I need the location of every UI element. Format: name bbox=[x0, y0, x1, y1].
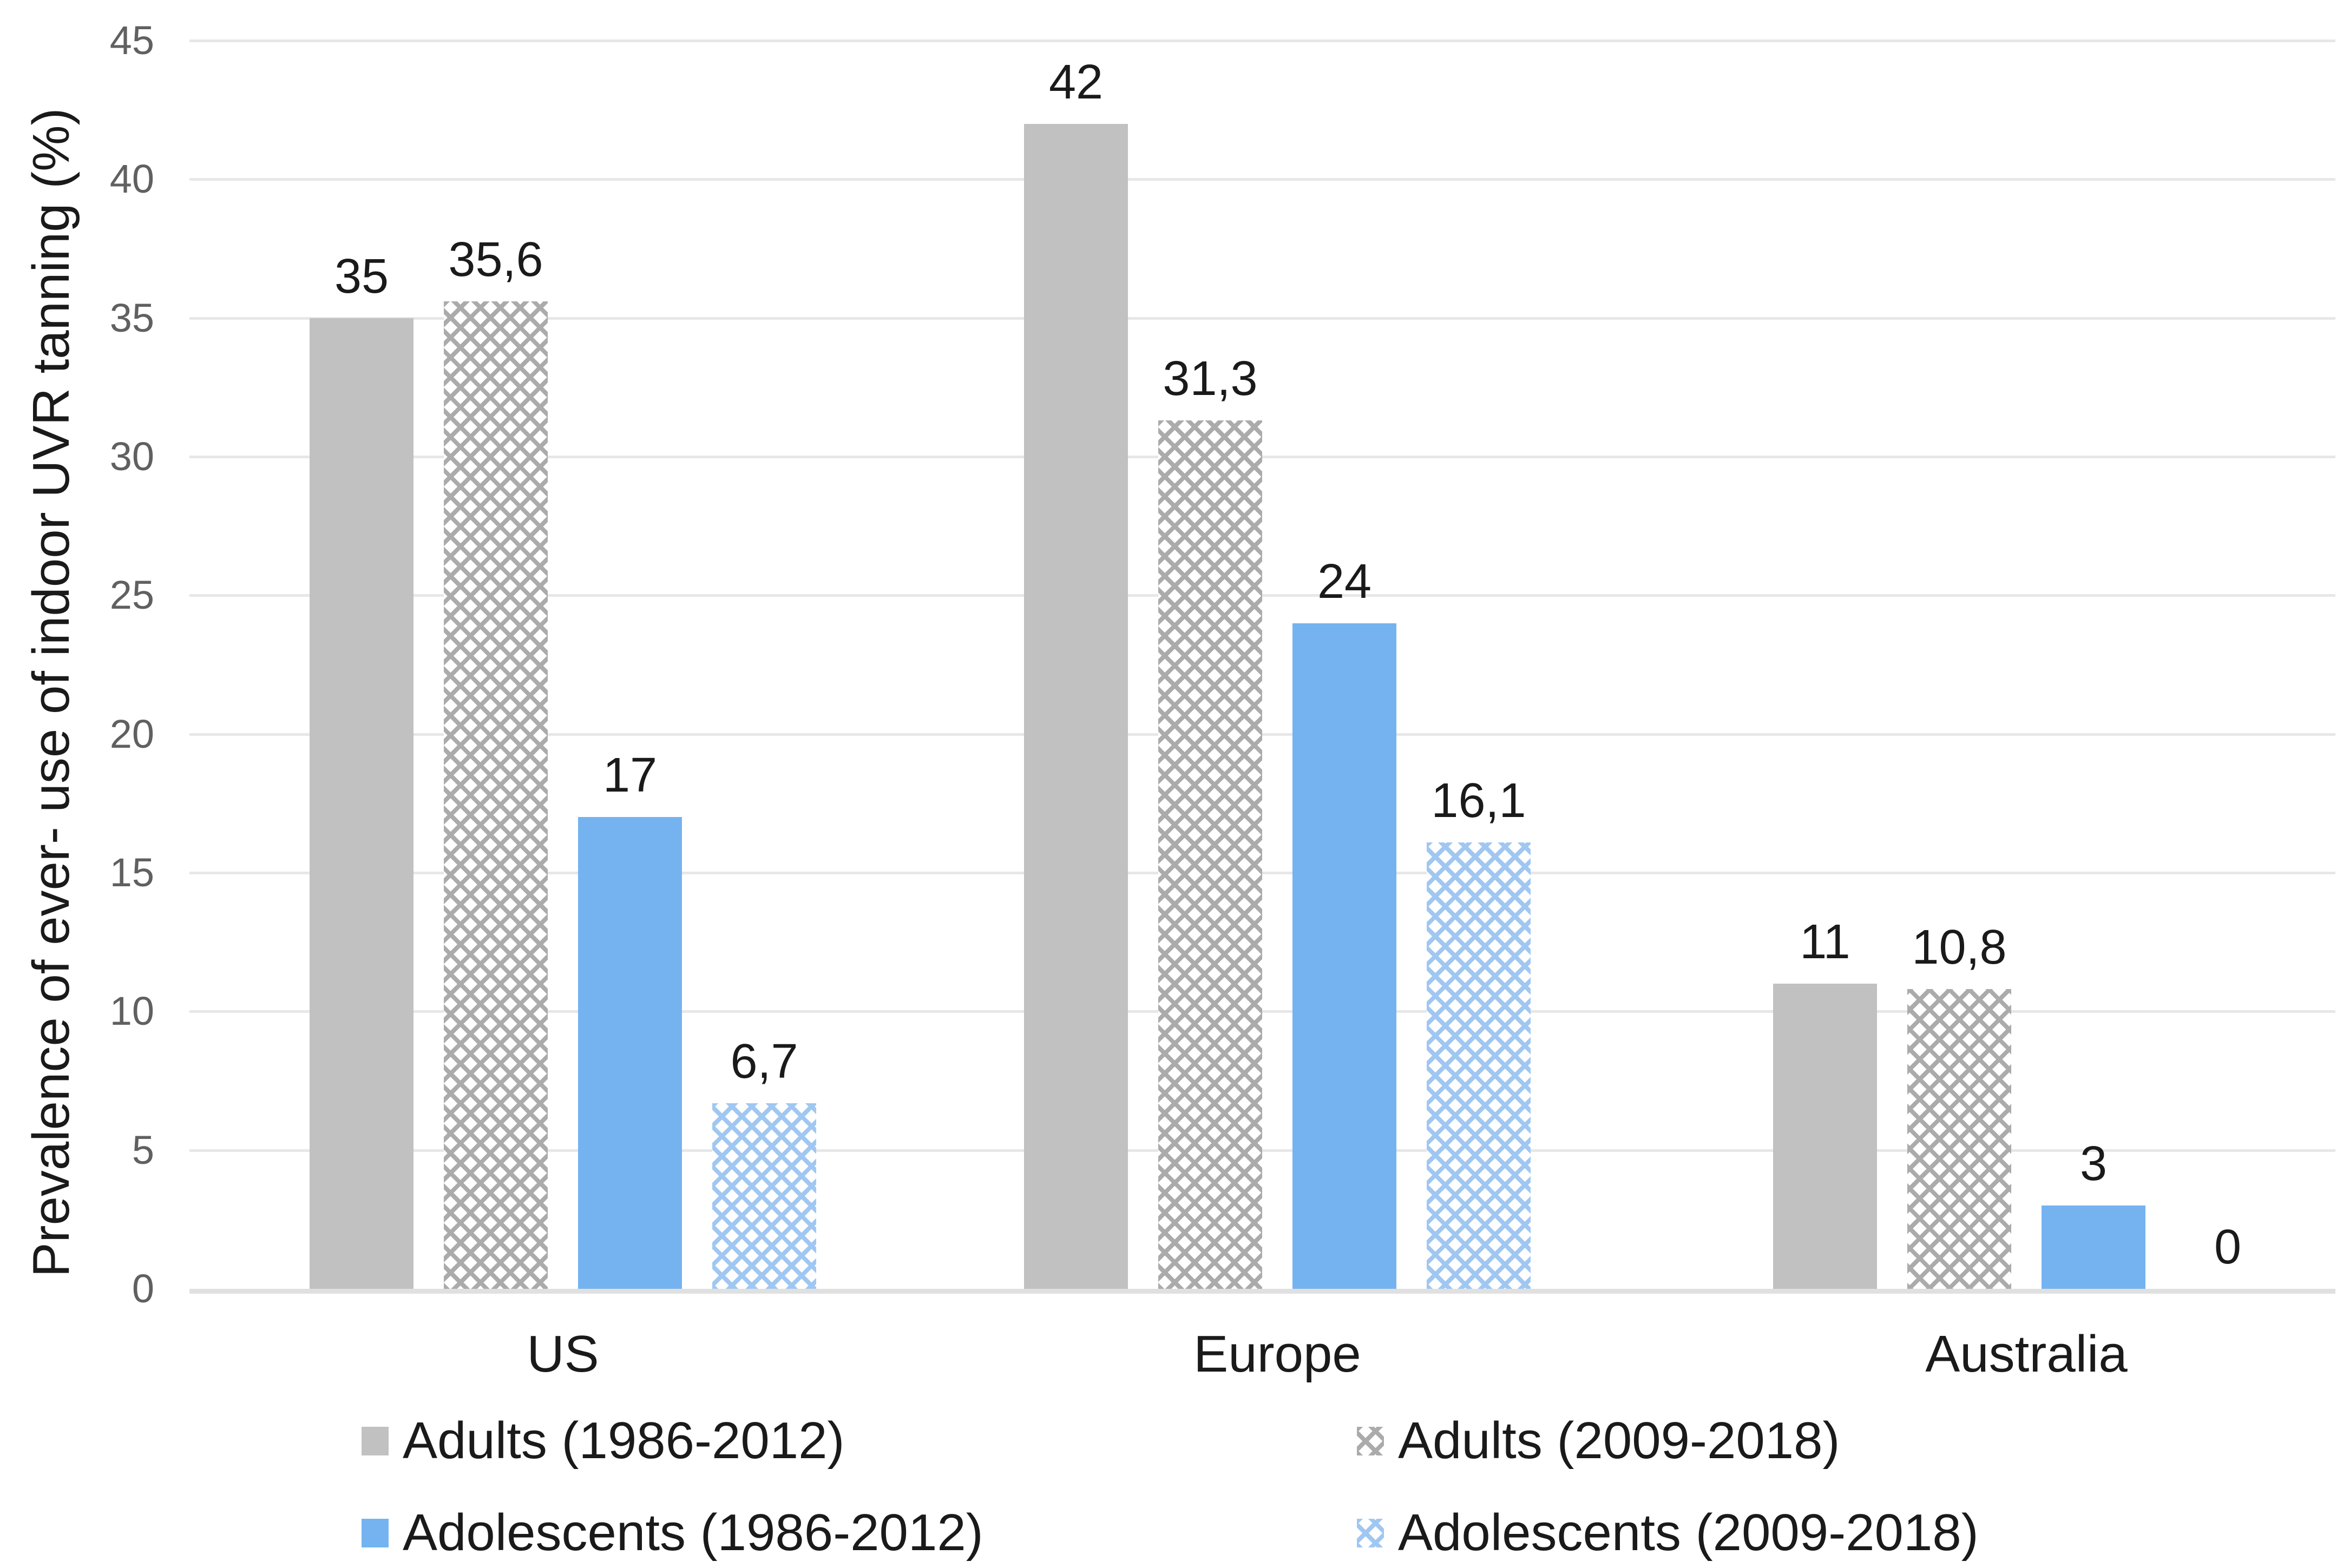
bar-group-Europe: 42 31,3 24 16,1 bbox=[1018, 41, 1537, 1289]
gridline-10 bbox=[189, 1010, 2335, 1013]
x-category-label-Europe: Europe bbox=[1193, 1325, 1361, 1383]
y-tick-label-25: 25 bbox=[109, 572, 154, 618]
bar-US-series-0 bbox=[310, 318, 414, 1289]
bar-value-label: 17 bbox=[602, 748, 658, 803]
bar-cell: 0 bbox=[2176, 41, 2280, 1289]
bar-Australia-series-1 bbox=[1907, 989, 2011, 1289]
bar-cell: 35 bbox=[310, 41, 414, 1289]
legend-swatch-solid-gray-icon bbox=[362, 1426, 389, 1455]
y-tick-label-30: 30 bbox=[109, 434, 154, 479]
legend-label: Adolescents (2009-2018) bbox=[1398, 1504, 1979, 1562]
legend-item-adolescents-2009-2018: Adolescents (2009-2018) bbox=[1357, 1503, 1979, 1563]
legend-swatch-pattern-gray-icon bbox=[1357, 1426, 1384, 1455]
bar-cell: 10,8 bbox=[1907, 41, 2011, 1289]
bar-US-series-3 bbox=[712, 1103, 816, 1289]
y-tick-label-35: 35 bbox=[109, 295, 154, 340]
gridline-20 bbox=[189, 733, 2335, 736]
bar-cell: 42 bbox=[1024, 41, 1128, 1289]
y-tick-label-5: 5 bbox=[132, 1127, 154, 1172]
gridline-35 bbox=[189, 317, 2335, 320]
bar-Europe-series-1 bbox=[1158, 420, 1262, 1289]
x-axis-line bbox=[189, 1289, 2335, 1294]
bar-cell: 35,6 bbox=[444, 41, 548, 1289]
bar-value-label: 6,7 bbox=[730, 1034, 798, 1089]
bar-value-label: 42 bbox=[1048, 55, 1104, 109]
bar-Europe-series-0 bbox=[1024, 123, 1128, 1289]
y-tick-label-45: 45 bbox=[109, 18, 154, 63]
bar-cell: 6,7 bbox=[712, 41, 816, 1289]
bar-Europe-series-2 bbox=[1292, 623, 1396, 1289]
y-tick-label-15: 15 bbox=[109, 850, 154, 895]
bar-cell: 31,3 bbox=[1158, 41, 1262, 1289]
y-tick-label-10: 10 bbox=[109, 989, 154, 1034]
bar-US-series-2 bbox=[578, 817, 682, 1289]
y-tick-label-0: 0 bbox=[132, 1266, 154, 1311]
legend-swatch-pattern-blue-icon bbox=[1357, 1518, 1384, 1547]
bar-Australia-series-2 bbox=[2042, 1205, 2145, 1289]
bar-cell: 17 bbox=[578, 41, 682, 1289]
x-category-label-Australia: Australia bbox=[1925, 1325, 2128, 1383]
legend-item-adolescents-1986-2012: Adolescents (1986-2012) bbox=[362, 1503, 983, 1563]
gridline-25 bbox=[189, 594, 2335, 597]
legend-item-adults-1986-2012: Adults (1986-2012) bbox=[362, 1411, 845, 1471]
x-category-label-US: US bbox=[527, 1325, 599, 1383]
legend-label: Adults (2009-2018) bbox=[1398, 1412, 1840, 1470]
bar-value-label: 16,1 bbox=[1431, 773, 1526, 828]
legend-swatch-solid-blue-icon bbox=[362, 1518, 389, 1547]
bar-group-Australia: 11 10,8 3 0 bbox=[1767, 41, 2286, 1289]
bar-value-label: 24 bbox=[1317, 554, 1372, 609]
y-tick-label-20: 20 bbox=[109, 711, 154, 756]
bar-US-series-1 bbox=[444, 301, 548, 1289]
legend-label: Adults (1986-2012) bbox=[403, 1412, 845, 1470]
bar-cell: 11 bbox=[1773, 41, 1877, 1289]
bar-value-label: 3 bbox=[2079, 1137, 2108, 1191]
bar-value-label: 31,3 bbox=[1163, 352, 1258, 406]
bar-value-label: 10,8 bbox=[1912, 920, 2007, 975]
bar-cell: 16,1 bbox=[1427, 41, 1531, 1289]
legend-item-adults-2009-2018: Adults (2009-2018) bbox=[1357, 1411, 1840, 1471]
bar-Europe-series-3 bbox=[1427, 842, 1531, 1289]
bar-cell: 24 bbox=[1292, 41, 1396, 1289]
bar-group-US: 35 35,6 17 6,7 bbox=[303, 41, 823, 1289]
bar-value-label: 35,6 bbox=[448, 232, 543, 287]
bar-cell: 3 bbox=[2042, 41, 2145, 1289]
bar-value-label: 0 bbox=[2214, 1220, 2242, 1274]
gridline-15 bbox=[189, 872, 2335, 874]
bar-Australia-series-0 bbox=[1773, 984, 1877, 1289]
gridline-40 bbox=[189, 178, 2335, 181]
gridline-45 bbox=[189, 39, 2335, 42]
bar-value-label: 11 bbox=[1800, 915, 1850, 970]
gridline-5 bbox=[189, 1149, 2335, 1152]
y-tick-label-40: 40 bbox=[109, 156, 154, 202]
gridline-30 bbox=[189, 456, 2335, 458]
bar-value-label: 35 bbox=[334, 249, 389, 304]
legend-label: Adolescents (1986-2012) bbox=[403, 1504, 983, 1562]
